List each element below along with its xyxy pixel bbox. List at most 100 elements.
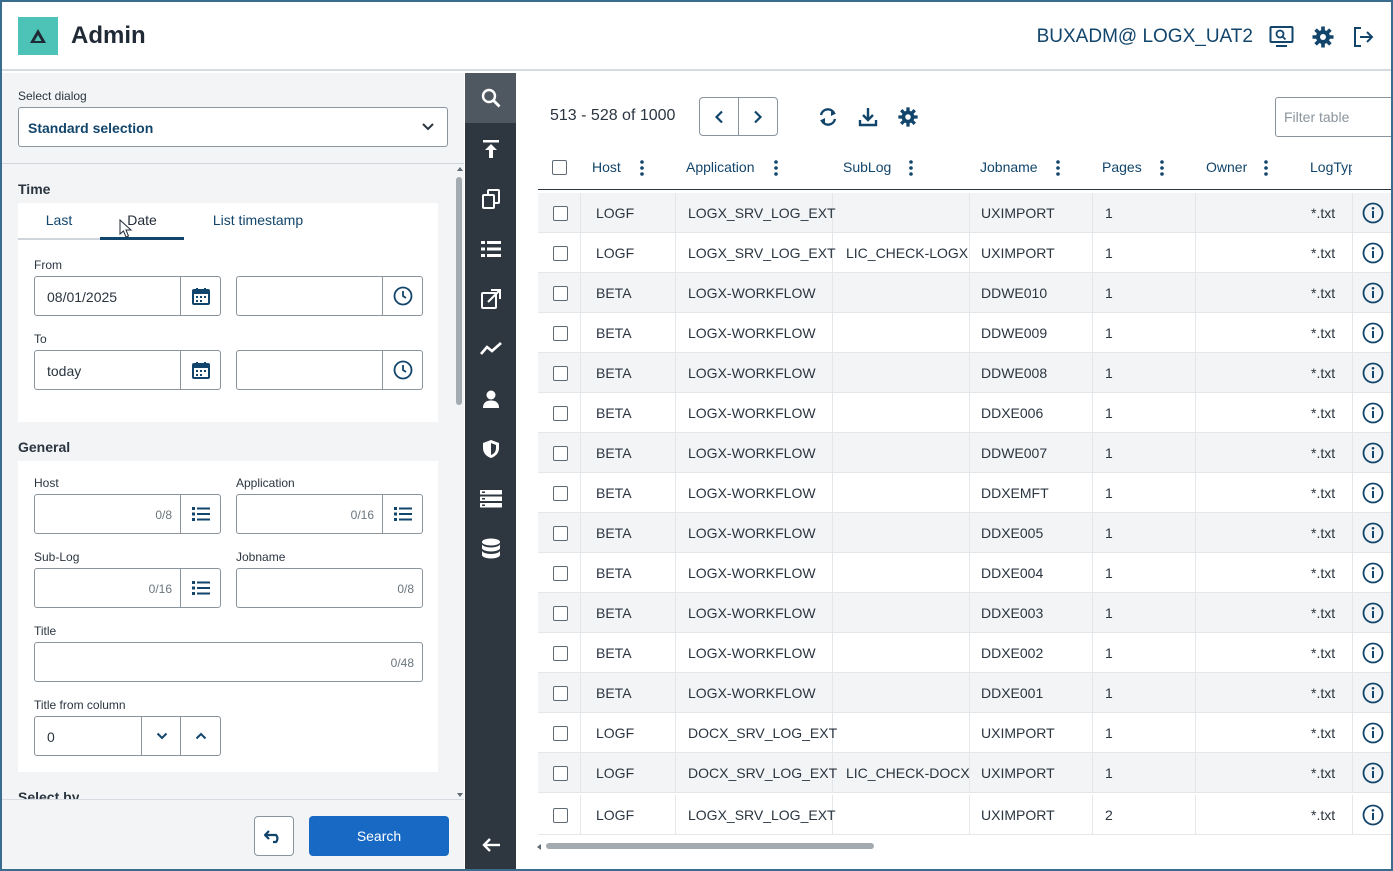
- info-icon[interactable]: [1362, 282, 1384, 304]
- info-icon[interactable]: [1362, 762, 1384, 784]
- calendar-icon[interactable]: [180, 277, 220, 315]
- table-row[interactable]: BETA LOGX-WORKFLOW DDXE001 1 *.txt: [538, 673, 1391, 713]
- row-checkbox[interactable]: [553, 286, 568, 301]
- info-icon[interactable]: [1362, 442, 1384, 464]
- info-icon[interactable]: [1362, 642, 1384, 664]
- info-icon[interactable]: [1362, 482, 1384, 504]
- table-row[interactable]: LOGF LOGX_SRV_LOG_EXT LIC_CHECK-LOGX UXIMPO…: [538, 233, 1391, 273]
- list-icon[interactable]: [465, 224, 516, 274]
- chevron-down-icon[interactable]: [141, 717, 181, 755]
- left-panel-scrollbar[interactable]: [455, 165, 465, 800]
- column-header-pages[interactable]: Pages: [1102, 159, 1142, 175]
- external-link-icon[interactable]: [465, 274, 516, 324]
- clock-icon[interactable]: [382, 277, 422, 315]
- column-header-jobname[interactable]: Jobname: [980, 159, 1038, 175]
- chevron-up-icon[interactable]: [180, 717, 220, 755]
- host-field[interactable]: 0/8: [34, 494, 221, 534]
- row-checkbox[interactable]: [553, 606, 568, 621]
- column-header-application[interactable]: Application: [686, 159, 755, 175]
- sublog-field[interactable]: 0/16: [34, 568, 221, 608]
- table-horizontal-scrollbar[interactable]: [536, 840, 1391, 852]
- table-row[interactable]: BETA LOGX-WORKFLOW DDWE010 1 *.txt: [538, 273, 1391, 313]
- list-picker-icon[interactable]: [382, 495, 422, 533]
- select-all-checkbox[interactable]: [552, 160, 567, 175]
- scroll-left-arrow-icon[interactable]: [536, 843, 542, 851]
- table-row[interactable]: BETA LOGX-WORKFLOW DDWE008 1 *.txt: [538, 353, 1391, 393]
- table-row[interactable]: BETA LOGX-WORKFLOW DDXE006 1 *.txt: [538, 393, 1391, 433]
- row-checkbox[interactable]: [553, 686, 568, 701]
- info-icon[interactable]: [1362, 242, 1384, 264]
- shield-icon[interactable]: [465, 424, 516, 474]
- info-icon[interactable]: [1362, 402, 1384, 424]
- calendar-icon[interactable]: [180, 351, 220, 389]
- column-header-sublog[interactable]: SubLog: [843, 159, 892, 175]
- info-icon[interactable]: [1362, 804, 1384, 826]
- row-checkbox[interactable]: [553, 366, 568, 381]
- filter-table-input[interactable]: [1275, 97, 1391, 137]
- row-checkbox[interactable]: [553, 446, 568, 461]
- table-row[interactable]: LOGF LOGX_SRV_LOG_EXT UXIMPORT 1 *.txt: [538, 193, 1391, 233]
- previous-page-button[interactable]: [699, 97, 739, 136]
- column-menu-icon[interactable]: [637, 158, 647, 178]
- list-picker-icon[interactable]: [180, 569, 220, 607]
- column-menu-icon[interactable]: [906, 158, 916, 178]
- tab-last[interactable]: Last: [18, 212, 100, 240]
- row-checkbox[interactable]: [553, 326, 568, 341]
- info-icon[interactable]: [1362, 322, 1384, 344]
- row-checkbox[interactable]: [553, 206, 568, 221]
- database-icon[interactable]: [465, 524, 516, 574]
- row-checkbox[interactable]: [553, 808, 568, 823]
- info-icon[interactable]: [1362, 362, 1384, 384]
- server-icon[interactable]: [465, 474, 516, 524]
- table-row[interactable]: BETA LOGX-WORKFLOW DDXE002 1 *.txt: [538, 633, 1391, 673]
- tab-date[interactable]: Date: [100, 212, 184, 240]
- column-menu-icon[interactable]: [1157, 158, 1167, 178]
- table-row[interactable]: BETA LOGX-WORKFLOW DDWE007 1 *.txt: [538, 433, 1391, 473]
- next-page-button[interactable]: [738, 97, 778, 136]
- to-date-field[interactable]: today: [34, 350, 221, 390]
- table-row[interactable]: LOGF DOCX_SRV_LOG_EXT UXIMPORT 1 *.txt: [538, 713, 1391, 753]
- jobname-field[interactable]: 0/8: [236, 568, 423, 608]
- table-row[interactable]: BETA LOGX-WORKFLOW DDXEMFT 1 *.txt: [538, 473, 1391, 513]
- info-icon[interactable]: [1362, 202, 1384, 224]
- refresh-icon[interactable]: [815, 104, 841, 130]
- application-field[interactable]: 0/16: [236, 494, 423, 534]
- table-row[interactable]: BETA LOGX-WORKFLOW DDXE005 1 *.txt: [538, 513, 1391, 553]
- select-dialog-dropdown[interactable]: Standard selection: [18, 107, 448, 147]
- info-icon[interactable]: [1362, 522, 1384, 544]
- search-button[interactable]: Search: [309, 816, 449, 856]
- row-checkbox[interactable]: [553, 406, 568, 421]
- to-time-field[interactable]: [236, 350, 423, 390]
- title-from-column-stepper[interactable]: 0: [34, 716, 221, 756]
- column-menu-icon[interactable]: [771, 158, 781, 178]
- column-menu-icon[interactable]: [1261, 158, 1271, 178]
- table-row[interactable]: BETA LOGX-WORKFLOW DDWE009 1 *.txt: [538, 313, 1391, 353]
- from-time-field[interactable]: [236, 276, 423, 316]
- search-icon[interactable]: [465, 73, 516, 123]
- gear-icon[interactable]: [1310, 24, 1336, 50]
- monitor-search-icon[interactable]: [1269, 24, 1295, 50]
- list-picker-icon[interactable]: [180, 495, 220, 533]
- row-checkbox[interactable]: [553, 246, 568, 261]
- row-checkbox[interactable]: [553, 646, 568, 661]
- scroll-up-arrow-icon[interactable]: [456, 166, 464, 172]
- info-icon[interactable]: [1362, 562, 1384, 584]
- trend-icon[interactable]: [465, 324, 516, 374]
- row-checkbox[interactable]: [553, 526, 568, 541]
- logout-icon[interactable]: [1350, 24, 1376, 50]
- copy-icon[interactable]: [465, 174, 516, 224]
- arrow-left-icon[interactable]: [465, 820, 516, 869]
- table-row[interactable]: LOGF DOCX_SRV_LOG_EXT LIC_CHECK-DOCX UXIMPO…: [538, 753, 1391, 793]
- table-row[interactable]: BETA LOGX-WORKFLOW DDXE003 1 *.txt: [538, 593, 1391, 633]
- table-row[interactable]: BETA LOGX-WORKFLOW DDXE004 1 *.txt: [538, 553, 1391, 593]
- download-icon[interactable]: [855, 104, 881, 130]
- column-header-host[interactable]: Host: [592, 159, 621, 175]
- table-settings-gear-icon[interactable]: [895, 104, 921, 130]
- upload-icon[interactable]: [465, 124, 516, 174]
- info-icon[interactable]: [1362, 682, 1384, 704]
- column-header-owner[interactable]: Owner: [1206, 159, 1248, 175]
- row-checkbox[interactable]: [553, 566, 568, 581]
- user-icon[interactable]: [465, 374, 516, 424]
- scroll-thumb[interactable]: [456, 177, 462, 405]
- row-checkbox[interactable]: [553, 766, 568, 781]
